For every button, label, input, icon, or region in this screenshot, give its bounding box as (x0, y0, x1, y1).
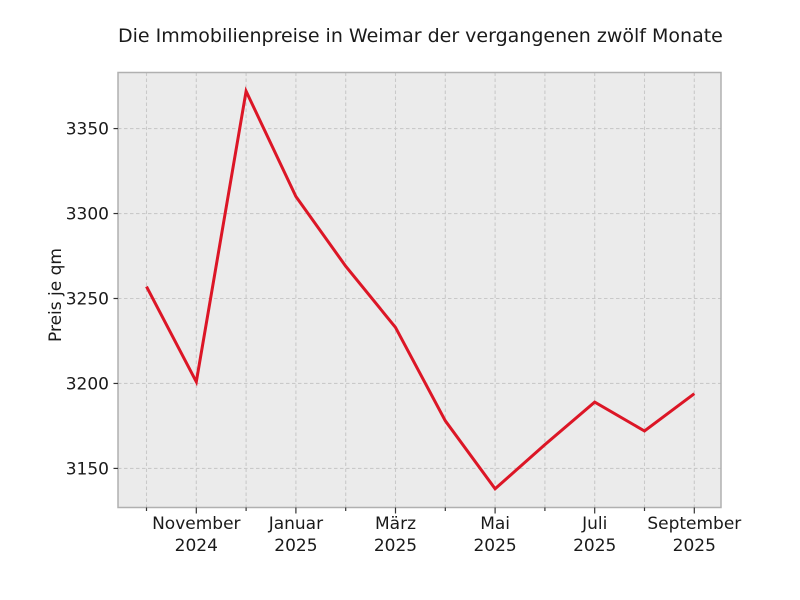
chart-title: Die Immobilienpreise in Weimar der verga… (118, 25, 723, 47)
grid (118, 72, 721, 508)
x-tick-label: März 2025 (374, 514, 417, 556)
x-tick-label: Januar 2025 (268, 514, 323, 556)
x-tick-label: Mai 2025 (473, 514, 516, 556)
y-tick-label: 3350 (66, 120, 109, 140)
x-tick-label: Juli 2025 (573, 514, 616, 556)
y-tick-label: 3150 (66, 459, 109, 479)
y-tick-label: 3300 (66, 205, 109, 225)
plot-panel (118, 72, 721, 508)
x-axis: November 2024 Januar 2025 März 2025 Mai 2025 Jul… (145, 507, 741, 556)
y-tick-label: 3200 (66, 374, 109, 394)
plot-border (117, 71, 722, 509)
y-axis: 3150 3200 3250 3300 3350 (66, 120, 118, 479)
price-line (145, 86, 696, 492)
x-tick-label: September 2025 (647, 514, 741, 556)
x-tick-label: November 2024 (152, 514, 240, 556)
y-tick-label: 3250 (66, 289, 109, 309)
